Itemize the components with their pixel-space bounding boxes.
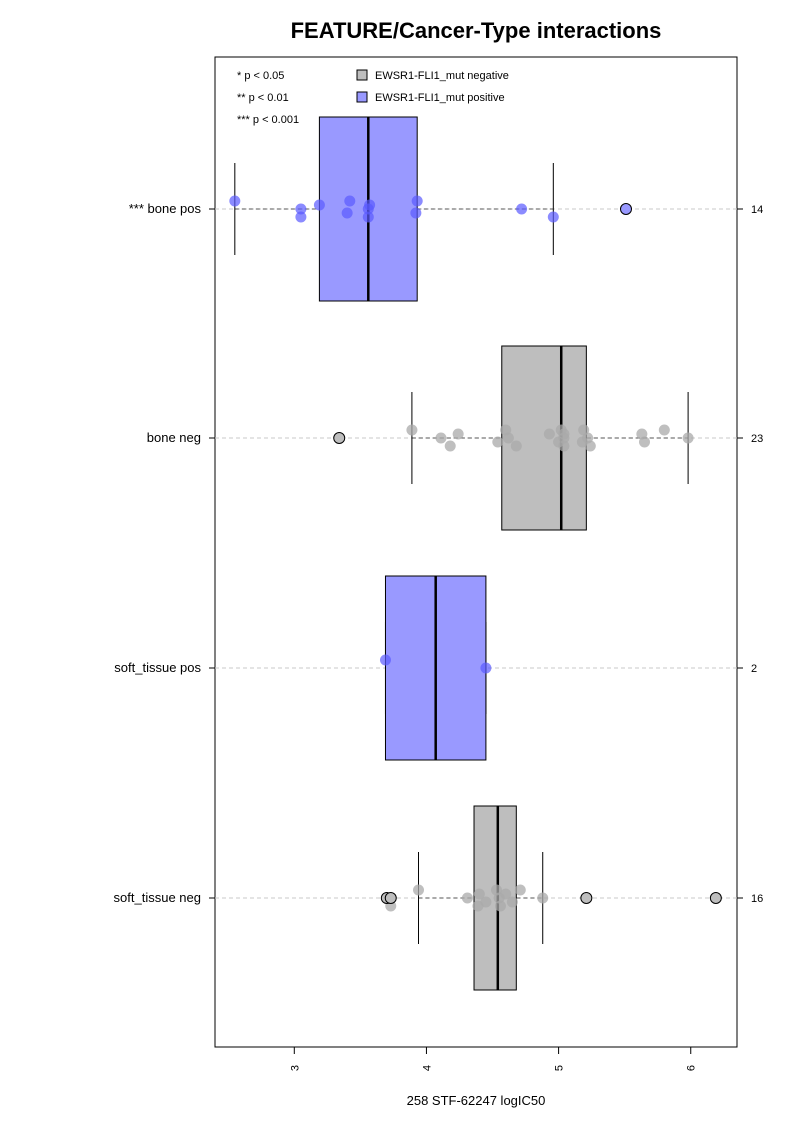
- group-label: *** bone pos: [129, 201, 202, 216]
- chart-title: FEATURE/Cancer-Type interactions: [291, 18, 662, 43]
- outlier-point: [333, 432, 346, 444]
- boxplots: [234, 116, 689, 991]
- grid-lines: [215, 208, 737, 899]
- data-point: [658, 424, 670, 436]
- data-point: [413, 884, 425, 896]
- group-count: 16: [751, 893, 763, 905]
- data-point: [537, 892, 549, 904]
- data-point: [229, 195, 241, 207]
- data-point: [295, 203, 307, 215]
- data-point: [473, 888, 485, 900]
- data-point: [313, 199, 325, 211]
- data-point: [558, 440, 570, 452]
- x-tick-label: 4: [421, 1065, 433, 1071]
- data-point: [406, 424, 418, 436]
- group-count: 14: [751, 204, 763, 216]
- group-label: bone neg: [147, 430, 201, 445]
- data-point: [341, 207, 353, 219]
- outlier-point: [384, 892, 397, 904]
- group-counts: 14 23 2 16: [737, 204, 763, 905]
- group-label: soft_tissue pos: [114, 660, 201, 675]
- data-point: [461, 892, 473, 904]
- data-point: [510, 440, 522, 452]
- outlier-point: [709, 892, 722, 904]
- legend-label: EWSR1-FLI1_mut positive: [375, 92, 505, 104]
- significance-entry: * p < 0.05: [237, 70, 284, 82]
- y-axis-labels: *** bone pos bone neg soft_tissue pos soft_…: [114, 201, 215, 905]
- data-point: [638, 436, 650, 448]
- legend-label: EWSR1-FLI1_mut negative: [375, 70, 509, 82]
- outlier-point: [619, 203, 632, 215]
- data-point: [295, 211, 307, 223]
- data-point: [584, 440, 596, 452]
- data-point: [514, 884, 526, 896]
- x-tick-label: 3: [289, 1065, 301, 1071]
- data-point: [682, 432, 694, 444]
- group-label: soft_tissue neg: [114, 890, 201, 905]
- data-point: [543, 428, 555, 440]
- data-point: [558, 428, 570, 440]
- x-tick-label: 5: [554, 1065, 566, 1071]
- data-point: [452, 428, 464, 440]
- data-point: [379, 654, 391, 666]
- data-point: [435, 432, 447, 444]
- data-point: [502, 432, 514, 444]
- data-point: [410, 207, 422, 219]
- significance-entry: *** p < 0.001: [237, 114, 299, 126]
- legend-swatch: [356, 69, 368, 81]
- data-point: [344, 195, 356, 207]
- data-point: [362, 211, 374, 223]
- legend-swatch: [356, 91, 368, 103]
- legend: EWSR1-FLI1_mut negative EWSR1-FLI1_mut po…: [356, 69, 509, 104]
- x-tick-label: 6: [686, 1065, 698, 1071]
- significance-entry: ** p < 0.01: [237, 92, 289, 104]
- data-point: [480, 896, 492, 908]
- data-point: [516, 203, 528, 215]
- data-point: [494, 900, 506, 912]
- group-count: 2: [751, 663, 757, 675]
- significance-legend: * p < 0.05 ** p < 0.01 *** p < 0.001: [237, 70, 299, 126]
- data-point: [547, 211, 559, 223]
- box: [501, 345, 587, 531]
- data-point: [444, 440, 456, 452]
- x-axis: 3 4 5 6: [289, 1046, 698, 1071]
- group-count: 23: [751, 433, 763, 445]
- x-axis-label: 258 STF-62247 logIC50: [407, 1093, 546, 1108]
- data-point: [364, 199, 376, 211]
- data-point: [500, 888, 512, 900]
- data-point: [492, 436, 504, 448]
- outlier-point: [580, 892, 593, 904]
- data-point: [506, 896, 518, 908]
- data-points: [229, 195, 722, 912]
- data-point: [411, 195, 423, 207]
- data-point: [480, 662, 492, 674]
